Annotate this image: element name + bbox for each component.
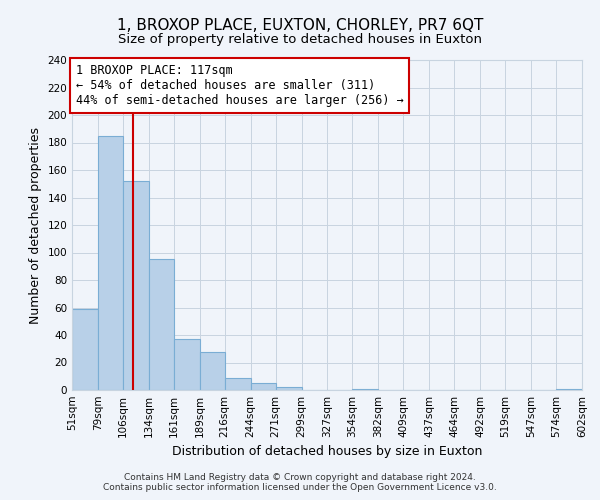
Bar [149, 260, 174, 390]
Text: 1, BROXOP PLACE, EUXTON, CHORLEY, PR7 6QT: 1, BROXOP PLACE, EUXTON, CHORLEY, PR7 6Q… [117, 18, 483, 32]
Bar [352, 388, 379, 390]
Bar [275, 387, 302, 390]
Bar [98, 136, 123, 390]
Text: Size of property relative to detached houses in Euxton: Size of property relative to detached ho… [118, 32, 482, 46]
Text: Contains HM Land Registry data © Crown copyright and database right 2024.
Contai: Contains HM Land Registry data © Crown c… [103, 473, 497, 492]
Y-axis label: Number of detached properties: Number of detached properties [29, 126, 42, 324]
Bar [123, 181, 149, 390]
Bar [200, 352, 225, 390]
Bar [251, 383, 275, 390]
Bar [174, 339, 200, 390]
X-axis label: Distribution of detached houses by size in Euxton: Distribution of detached houses by size … [172, 446, 482, 458]
Bar [225, 378, 251, 390]
Bar [72, 309, 98, 390]
Text: 1 BROXOP PLACE: 117sqm
← 54% of detached houses are smaller (311)
44% of semi-de: 1 BROXOP PLACE: 117sqm ← 54% of detached… [76, 64, 403, 107]
Bar [556, 388, 582, 390]
